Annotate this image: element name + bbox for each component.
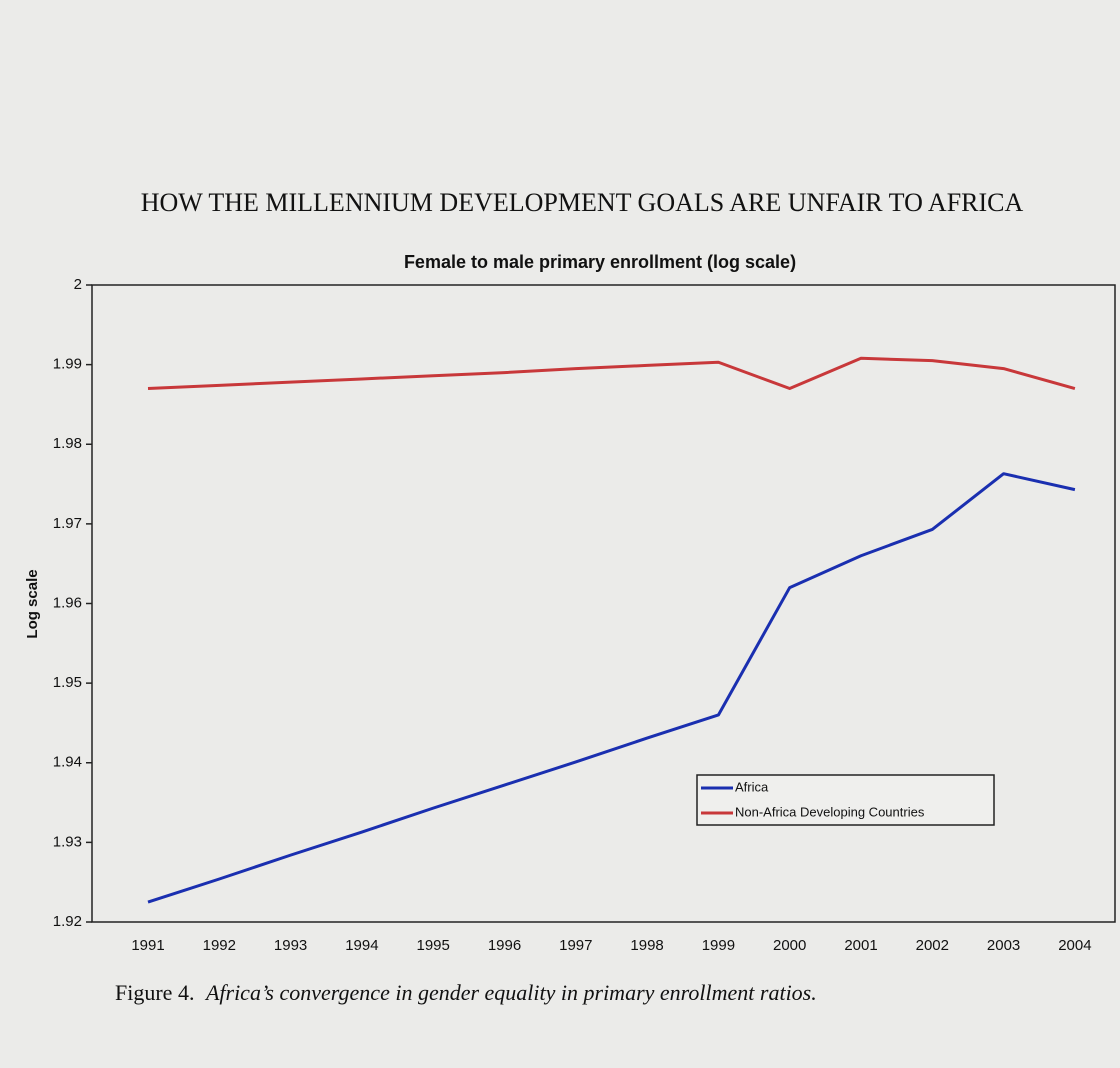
- data-line: [147, 472, 1076, 904]
- y-tick-label: 1.94: [53, 754, 82, 771]
- x-tick-label: 2003: [987, 937, 1020, 954]
- caption-body: Africa’s convergence in gender equality …: [204, 980, 817, 1005]
- caption-label: Figure 4.: [115, 980, 194, 1005]
- y-tick-label: 1.95: [53, 674, 82, 691]
- x-tick-label: 1994: [345, 937, 378, 954]
- x-tick-label: 1999: [702, 937, 735, 954]
- x-tick-label: 1995: [417, 937, 450, 954]
- y-tick-label: 1.96: [53, 594, 82, 611]
- y-axis-label: Log scale: [24, 569, 41, 638]
- chart-title: Female to male primary enrollment (log s…: [404, 252, 796, 272]
- y-tick-label: 1.92: [53, 913, 82, 930]
- y-tick-label: 1.99: [53, 356, 82, 373]
- data-line: [147, 356, 1076, 391]
- x-tick-label: 2002: [916, 937, 949, 954]
- legend-box: [696, 774, 995, 826]
- y-tick-label: 1.97: [53, 515, 82, 532]
- caption-text: Figure 4. Africa’s convergence in gender…: [115, 980, 817, 1005]
- x-tick-label: 1997: [559, 937, 592, 954]
- y-tick-label: 1.98: [53, 435, 82, 452]
- y-tick-label: 1.93: [53, 833, 82, 850]
- legend: Africa Non-Africa Developing Countries: [696, 774, 995, 826]
- x-tick-label: 2004: [1058, 937, 1091, 954]
- legend-label: Non-Africa Developing Countries: [735, 804, 925, 819]
- x-tick-label: 2001: [844, 937, 877, 954]
- x-tick-label: 1998: [630, 937, 663, 954]
- x-tick-label: 1993: [274, 937, 307, 954]
- x-tick-label: 1991: [131, 937, 164, 954]
- caption: Figure 4. Africa’s convergence in gender…: [115, 980, 817, 1005]
- x-tick-label: 1992: [203, 937, 236, 954]
- y-tick-label: 2: [74, 276, 82, 293]
- page-header: HOW THE MILLENNIUM DEVELOPMENT GOALS ARE…: [141, 188, 1024, 217]
- x-tick-label: 2000: [773, 937, 806, 954]
- legend-label: Africa: [735, 779, 769, 794]
- x-tick-label: 1996: [488, 937, 521, 954]
